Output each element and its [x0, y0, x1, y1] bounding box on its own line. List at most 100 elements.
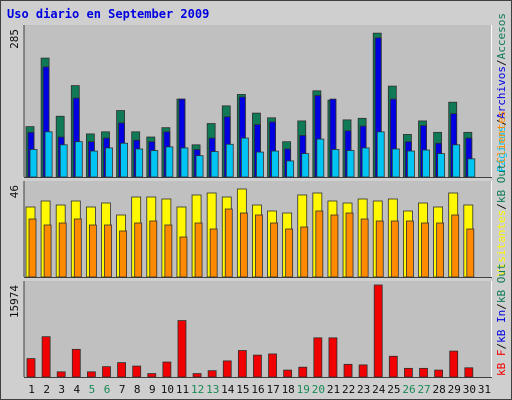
top-legend: Páginas/Archivos/Accesos — [495, 13, 508, 172]
kb-bar — [419, 367, 428, 378]
kb-bar — [177, 320, 187, 378]
pages-bar — [89, 150, 98, 178]
x-tick-label: 26 — [402, 383, 415, 396]
panel-3-max-label: 15974 — [8, 285, 21, 318]
kb-bar — [388, 355, 398, 378]
pages-bar — [422, 149, 430, 178]
panel-1-max-label: 285 — [8, 29, 21, 49]
pages-bar — [74, 141, 83, 178]
kb-bar — [328, 337, 338, 378]
kbf-bar — [119, 230, 127, 278]
kb-bar — [162, 361, 172, 378]
kbf-bar — [164, 224, 173, 278]
middle-legend-part: kB Out — [495, 163, 508, 203]
kb-bar — [434, 369, 444, 378]
pages-bar — [180, 147, 189, 178]
pages-bar — [361, 147, 370, 178]
kbf-bar — [451, 214, 460, 278]
x-tick-label: 27 — [417, 383, 430, 396]
x-tick-label: 28 — [433, 383, 446, 396]
kb-bar — [207, 370, 217, 378]
bottom-legend-part: / — [495, 303, 508, 310]
pages-bar — [271, 150, 279, 178]
x-tick-label: 13 — [206, 383, 219, 396]
pages-bar — [316, 138, 325, 178]
kb-bar — [147, 373, 157, 378]
kbf-bar — [421, 222, 429, 278]
x-tick-label: 6 — [104, 383, 111, 396]
pages-bar — [225, 143, 234, 178]
bottom-legend-part: kB F — [495, 350, 508, 377]
bottom-legend-part: / — [495, 343, 508, 350]
x-tick-label: 24 — [372, 383, 386, 396]
kbf-bar — [436, 222, 445, 278]
pages-bar — [165, 146, 174, 178]
kb-bar — [26, 358, 36, 378]
x-tick-label: 5 — [89, 383, 96, 396]
x-tick-label: 29 — [448, 383, 461, 396]
bottom-legend-part: kB Out — [495, 263, 508, 303]
kb-bar — [313, 337, 323, 378]
pages-bar — [467, 158, 476, 178]
top-legend-part: / — [495, 59, 508, 66]
kbf-bar — [345, 212, 354, 278]
kbf-bar — [179, 236, 188, 278]
kbf-bar — [209, 228, 218, 278]
top-legend-part: Páginas — [495, 126, 508, 172]
kbf-bar — [58, 222, 67, 278]
kbf-bar — [285, 228, 294, 278]
kbf-bar — [149, 220, 158, 278]
pages-bar — [59, 144, 68, 178]
pages-bar — [195, 155, 204, 178]
kb-bar — [71, 348, 81, 378]
kb-bar — [298, 366, 308, 378]
kbf-bar — [466, 228, 475, 278]
kbf-bar — [104, 224, 112, 278]
x-tick-label: 7 — [119, 383, 126, 396]
kbf-bar — [134, 222, 143, 278]
kbf-bar — [224, 208, 233, 278]
pages-bar — [44, 131, 53, 178]
chart-title: Uso diario en September 2009 — [7, 7, 210, 21]
x-tick-label: 11 — [176, 383, 189, 396]
panel-2-max-label: 46 — [8, 185, 21, 198]
pages-bar — [376, 131, 385, 178]
kb-bar — [404, 367, 413, 378]
x-tick-label: 20 — [312, 383, 325, 396]
pages-bar — [256, 151, 264, 178]
kb-bar — [268, 353, 277, 378]
x-tick-label: 8 — [134, 383, 141, 396]
bottom-legend: kB F/kB In/kB Out — [495, 263, 508, 376]
kb-bar — [192, 373, 202, 378]
x-tick-label: 21 — [327, 383, 340, 396]
kb-bar — [56, 371, 66, 378]
x-tick-label: 10 — [161, 383, 174, 396]
kb-bar — [102, 366, 111, 378]
kb-bar — [464, 367, 474, 378]
kb-bar — [253, 354, 262, 378]
pages-bar — [210, 151, 219, 178]
x-tick-label: 31 — [478, 383, 491, 396]
x-tick-label: 2 — [43, 383, 50, 396]
bottom-legend-part: kB In — [495, 310, 508, 343]
x-tick-label: 16 — [251, 383, 264, 396]
kbf-bar — [239, 212, 248, 278]
kbf-bar — [315, 210, 324, 278]
x-tick-label: 1 — [28, 383, 35, 396]
x-tick-label: 3 — [58, 383, 65, 396]
kbf-bar — [360, 218, 369, 278]
kbf-bar — [330, 214, 339, 278]
pages-bar — [437, 153, 446, 178]
pages-bar — [407, 150, 415, 178]
kb-bar — [41, 336, 51, 378]
pages-bar — [29, 149, 38, 178]
middle-legend-part: / — [495, 203, 508, 210]
pages-bar — [331, 149, 340, 178]
pages-bar — [105, 147, 113, 178]
kb-bar — [132, 365, 142, 378]
pages-bar — [135, 148, 144, 178]
x-tick-label: 22 — [342, 383, 355, 396]
kb-bar — [373, 284, 383, 378]
top-legend-part: Archivos — [495, 66, 508, 119]
x-tick-label: 23 — [357, 383, 370, 396]
